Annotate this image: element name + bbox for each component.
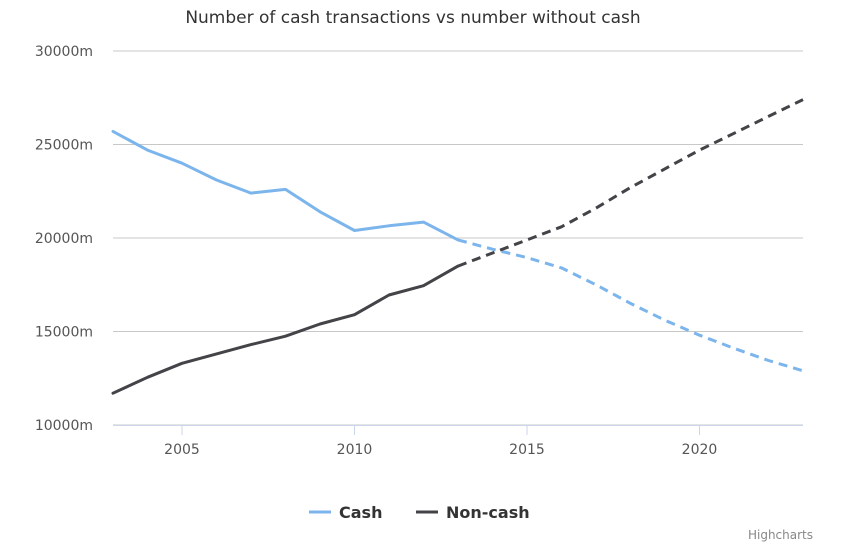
legend-item-non-cash[interactable]: Non-cash <box>416 503 530 522</box>
series-forecast-line-cash[interactable] <box>457 238 804 373</box>
chart-title: Number of cash transactions vs number wi… <box>185 8 640 28</box>
x-tick-label: 2010 <box>337 442 373 458</box>
x-axis-tick-labels: 2005 2010 2015 2020 <box>164 442 717 458</box>
y-tick-label: 20000m <box>35 231 93 247</box>
series-forecast-line-non-cash[interactable] <box>457 98 804 268</box>
legend[interactable]: Cash Non-cash <box>309 503 530 522</box>
x-tick-label: 2005 <box>164 442 200 458</box>
x-tick-label: 2020 <box>682 442 718 458</box>
legend-item-cash[interactable]: Cash <box>309 503 382 522</box>
x-tick-label: 2015 <box>509 442 545 458</box>
series-line-cash[interactable] <box>111 129 460 242</box>
y-tick-label: 30000m <box>35 44 93 60</box>
credits-label[interactable]: Highcharts <box>748 528 813 542</box>
series-line-non-cash[interactable] <box>111 264 460 395</box>
series-lines <box>111 98 804 395</box>
legend-label: Cash <box>339 503 382 522</box>
y-tick-label: 15000m <box>35 325 93 341</box>
y-axis-tick-labels: 10000m 15000m 20000m 25000m 30000m <box>35 44 93 434</box>
legend-label: Non-cash <box>446 503 530 522</box>
y-tick-label: 10000m <box>35 418 93 434</box>
y-tick-label: 25000m <box>35 138 93 154</box>
gridlines <box>113 50 803 435</box>
